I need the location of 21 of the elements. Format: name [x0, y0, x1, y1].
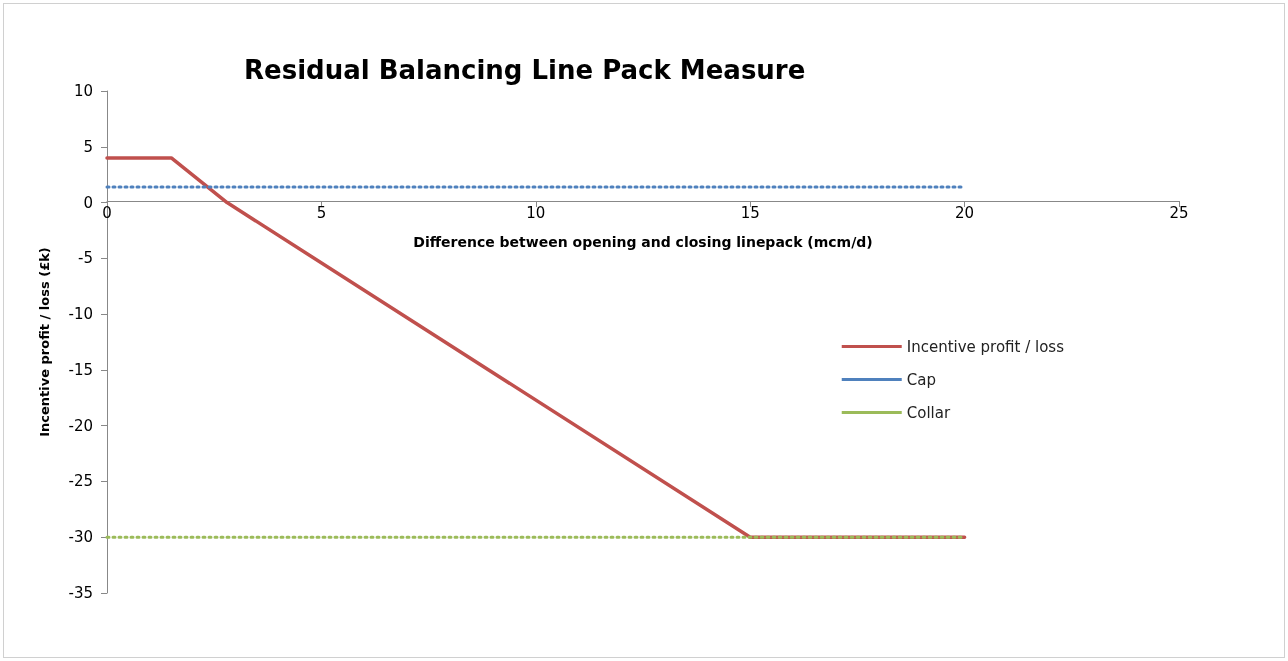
y-tick-label: 10	[73, 82, 93, 100]
x-tick-label: 0	[102, 203, 112, 222]
y-tick-label: -30	[68, 528, 93, 547]
y-tick-label: -25	[68, 472, 93, 491]
x-tick-label: 25	[1169, 203, 1189, 222]
y-tick-label: -35	[68, 584, 93, 602]
legend-label: Cap	[906, 370, 936, 389]
chart-title: Residual Balancing Line Pack Measure	[244, 55, 806, 85]
x-tick-label: 10	[526, 203, 546, 222]
legend-label: Incentive profit / loss	[906, 337, 1065, 356]
x-tick-label: 5	[316, 203, 327, 222]
x-axis-title: Difference between opening and closing linepack (mcm/d)	[413, 234, 873, 250]
y-tick-label: -5	[78, 249, 93, 268]
x-tick-label: 20	[955, 203, 975, 222]
y-tick-label: -15	[68, 360, 93, 379]
x-tick-label: 15	[740, 203, 760, 222]
y-tick-label: -20	[68, 416, 93, 435]
y-axis-title: Incentive profit / loss (£k)	[37, 247, 52, 437]
legend-label: Collar	[906, 403, 951, 422]
y-tick-label: 5	[83, 137, 93, 156]
y-tick-label: -10	[68, 305, 93, 324]
